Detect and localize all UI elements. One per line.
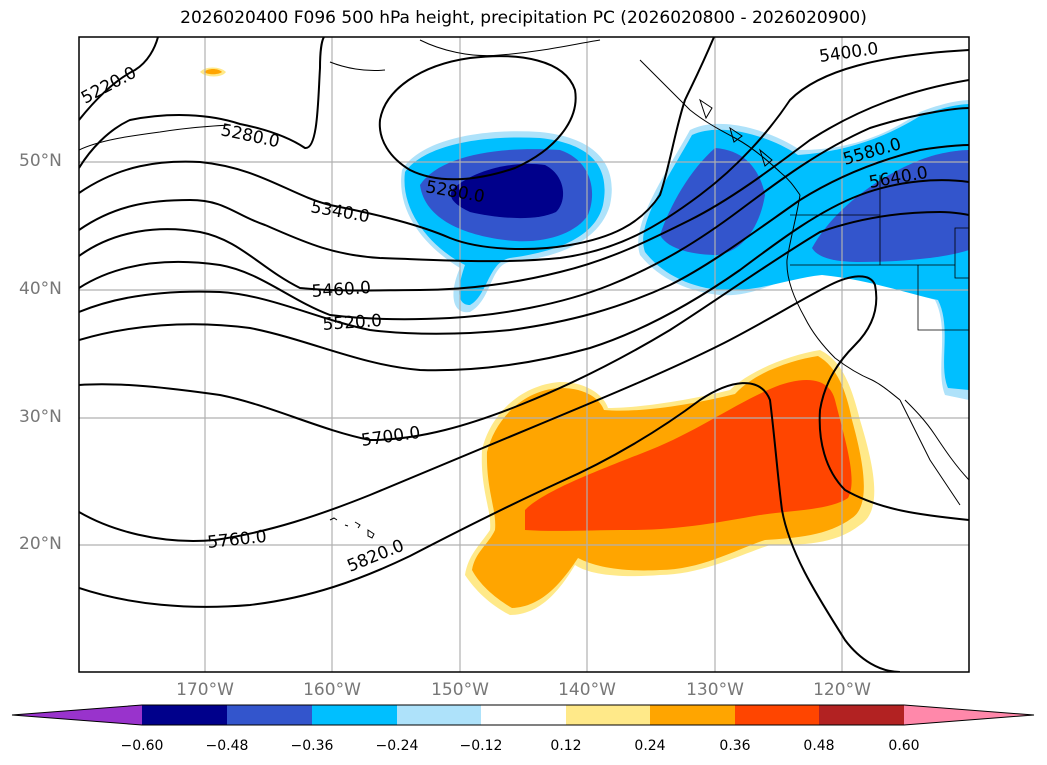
- alaska-panhandle-coast: [639, 59, 801, 196]
- colorbar-extend-high: [904, 705, 1034, 725]
- contour-label: 5220.0: [78, 63, 140, 109]
- us-west-coast: [786, 194, 901, 401]
- baja-california: [899, 399, 969, 506]
- contour-5400: [79, 49, 969, 263]
- lat-label: 20°N: [19, 534, 62, 554]
- colorbar-tick-label: −0.60: [120, 738, 164, 754]
- colorbar-tick-label: −0.48: [205, 738, 249, 754]
- colorbar-outline: [11, 704, 1035, 726]
- lon-label: 120°W: [813, 680, 871, 700]
- colorbar-tick-label: 0.24: [634, 738, 666, 754]
- contour-5340: [79, 37, 715, 250]
- colorbar-segment: [142, 705, 227, 725]
- bc-islands: [699, 98, 773, 167]
- contour-5460: [79, 79, 969, 292]
- lat-label: 50°N: [19, 151, 62, 171]
- contour-label: 5460.0: [311, 278, 372, 302]
- colorbar-tick-label: 0.12: [550, 738, 582, 754]
- colorbar-tick-label: 0.60: [888, 738, 920, 754]
- contour-label: 5760.0: [206, 527, 267, 553]
- contour-5280: [79, 37, 325, 169]
- map-frame: [78, 36, 970, 673]
- hawaiian-islands: [329, 517, 375, 539]
- colorbar-segment: [650, 705, 735, 725]
- contour-5220: [79, 37, 159, 121]
- contour-label: 5340.0: [309, 197, 371, 227]
- colorbar-segment: [819, 705, 904, 725]
- contour-label: 5520.0: [322, 311, 383, 335]
- colorbar-tick-label: −0.12: [459, 738, 503, 754]
- lon-label: 130°W: [686, 680, 744, 700]
- colorbar-tick-label: −0.36: [290, 738, 334, 754]
- colorbar-tick-label: −0.24: [375, 738, 419, 754]
- lon-label: 150°W: [431, 680, 489, 700]
- contour-5640: [79, 179, 969, 372]
- colorbar-extend-low: [12, 705, 142, 725]
- contour-5280-low: [378, 55, 577, 181]
- colorbar-segment: [227, 705, 312, 725]
- contour-label: 5280.0: [219, 120, 281, 152]
- colorbar-tick-label: 0.48: [803, 738, 835, 754]
- contour-5820: [79, 382, 901, 672]
- contour-5700: [79, 210, 969, 442]
- colorbar-tick-label: 0.36: [719, 738, 751, 754]
- precip-shade-medium-blue: [812, 150, 969, 262]
- negative-precip-area-west: [401, 131, 612, 313]
- contour-5520: [79, 107, 969, 321]
- height-contours: [79, 37, 969, 672]
- precip-shade-orange: [204, 69, 222, 75]
- colorbar-segment: [735, 705, 819, 725]
- lon-label: 140°W: [558, 680, 616, 700]
- colorbar-segment: [481, 705, 566, 725]
- lat-label: 30°N: [19, 407, 62, 427]
- lon-label: 160°W: [303, 680, 361, 700]
- colorbar-segment: [566, 705, 650, 725]
- state-borders: [790, 175, 969, 331]
- colorbar-segment: [397, 705, 481, 725]
- coastlines: [79, 39, 969, 539]
- contour-label: 5700.0: [360, 423, 422, 451]
- lon-label: 170°W: [176, 680, 234, 700]
- precip-shade-medium-blue: [660, 148, 765, 255]
- contour-5580: [79, 144, 969, 335]
- colorbar-segment: [312, 705, 397, 725]
- colorbar: [11, 704, 1035, 726]
- contour-5760: [79, 275, 969, 542]
- lat-label: 40°N: [19, 279, 62, 299]
- map-title: 2026020400 F096 500 hPa height, precipit…: [180, 8, 867, 28]
